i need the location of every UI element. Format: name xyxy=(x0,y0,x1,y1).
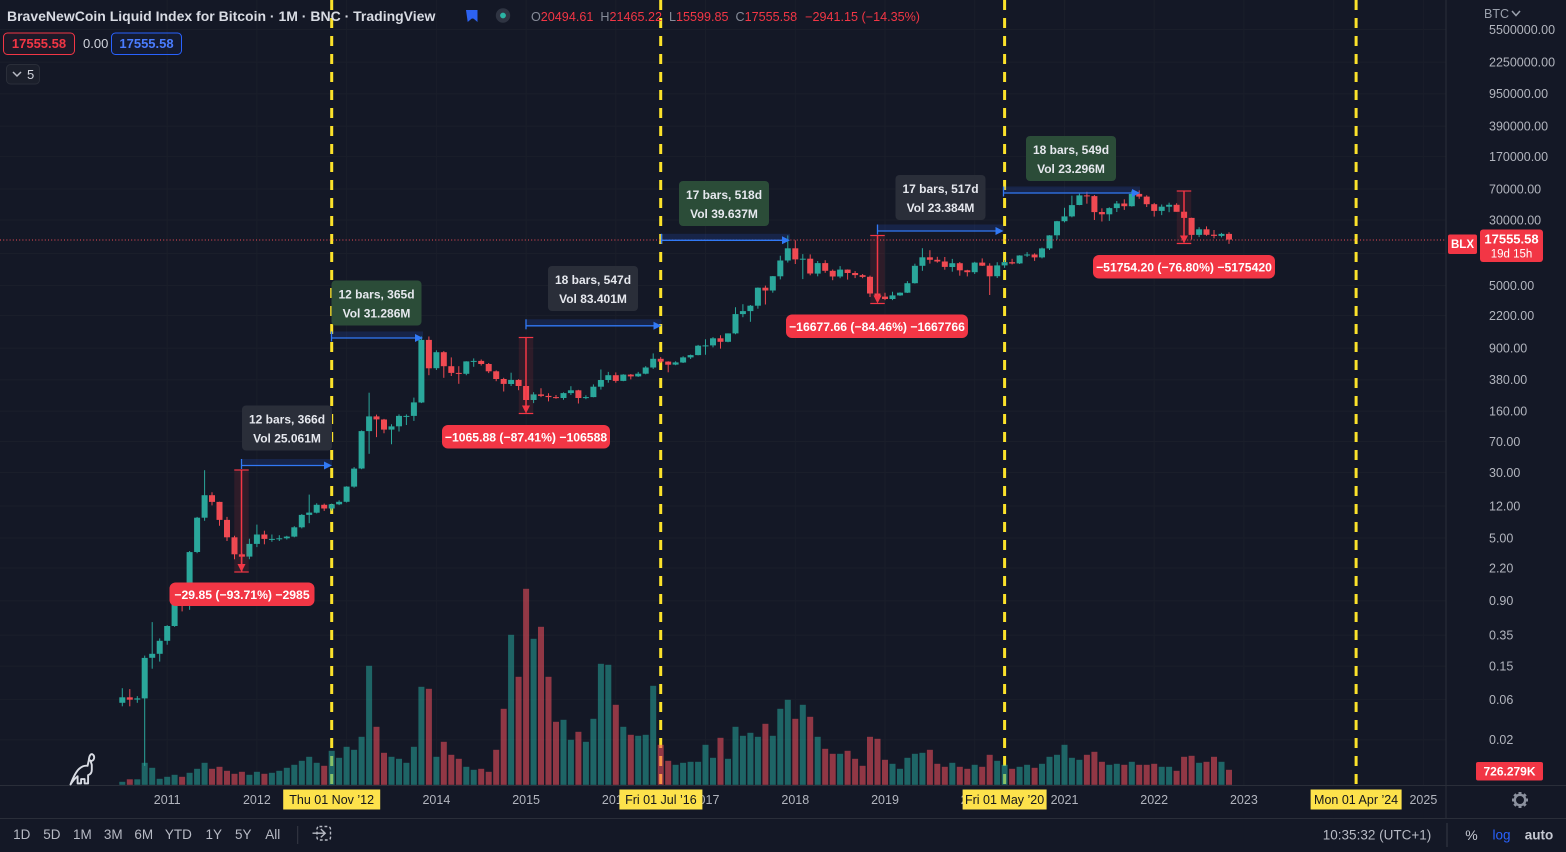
svg-text:2022: 2022 xyxy=(1140,793,1168,807)
svg-text:5500000.00: 5500000.00 xyxy=(1489,23,1555,37)
svg-text:auto: auto xyxy=(1525,828,1554,843)
svg-text:2200.00: 2200.00 xyxy=(1489,309,1534,323)
svg-text:2023: 2023 xyxy=(1230,793,1258,807)
svg-text:380.00: 380.00 xyxy=(1489,373,1527,387)
svg-text:Vol 83.401M: Vol 83.401M xyxy=(559,292,627,306)
svg-text:0.00: 0.00 xyxy=(83,36,108,51)
svg-text:70000.00: 70000.00 xyxy=(1489,182,1541,196)
svg-text:Thu 01 Nov ’12: Thu 01 Nov ’12 xyxy=(289,793,374,807)
svg-text:17555.58: 17555.58 xyxy=(12,36,66,51)
svg-text:Fri 01 May ’20: Fri 01 May ’20 xyxy=(965,793,1044,807)
svg-text:2011: 2011 xyxy=(154,793,181,807)
svg-text:0.90: 0.90 xyxy=(1489,594,1513,608)
svg-text:3M: 3M xyxy=(104,827,123,842)
svg-text:6M: 6M xyxy=(134,827,153,842)
svg-text:70.00: 70.00 xyxy=(1489,435,1520,449)
svg-text:17 bars, 517d: 17 bars, 517d xyxy=(902,182,978,196)
svg-text:All: All xyxy=(265,827,280,842)
svg-text:18 bars, 549d: 18 bars, 549d xyxy=(1033,143,1109,157)
svg-text:0.15: 0.15 xyxy=(1489,659,1513,673)
svg-text:0.06: 0.06 xyxy=(1489,693,1513,707)
svg-text:−16677.66 (−84.46%) −1667766: −16677.66 (−84.46%) −1667766 xyxy=(789,320,965,334)
svg-text:Mon 01 Apr ’24: Mon 01 Apr ’24 xyxy=(1314,793,1398,807)
svg-text:Vol 23.384M: Vol 23.384M xyxy=(907,201,975,215)
svg-text:−29.85 (−93.71%) −2985: −29.85 (−93.71%) −2985 xyxy=(174,588,309,602)
svg-text:Vol 25.061M: Vol 25.061M xyxy=(253,432,321,446)
svg-text:−51754.20 (−76.80%) −5175420: −51754.20 (−76.80%) −5175420 xyxy=(1096,261,1272,275)
svg-text:2014: 2014 xyxy=(422,793,450,807)
svg-text:726.279K: 726.279K xyxy=(1483,765,1535,779)
svg-text:2018: 2018 xyxy=(781,793,809,807)
svg-text:2025: 2025 xyxy=(1409,793,1437,807)
svg-text:30.00: 30.00 xyxy=(1489,466,1520,480)
svg-text:5Y: 5Y xyxy=(235,827,252,842)
svg-text:2019: 2019 xyxy=(871,793,899,807)
svg-text:Vol 31.286M: Vol 31.286M xyxy=(343,307,411,321)
svg-text:160.00: 160.00 xyxy=(1489,405,1527,419)
svg-text:170000.00: 170000.00 xyxy=(1489,150,1548,164)
svg-text:BTC: BTC xyxy=(1484,7,1509,21)
svg-text:5000.00: 5000.00 xyxy=(1489,279,1534,293)
svg-text:Vol 23.296M: Vol 23.296M xyxy=(1037,162,1105,176)
svg-text:0.02: 0.02 xyxy=(1489,733,1513,747)
svg-text:30000.00: 30000.00 xyxy=(1489,213,1541,227)
svg-text:19d 15h: 19d 15h xyxy=(1491,249,1533,261)
svg-text:12 bars, 366d: 12 bars, 366d xyxy=(249,413,325,427)
svg-text:950000.00: 950000.00 xyxy=(1489,87,1548,101)
svg-text:17 bars, 518d: 17 bars, 518d xyxy=(686,188,762,202)
svg-text:1D: 1D xyxy=(13,827,31,842)
svg-text:12.00: 12.00 xyxy=(1489,499,1520,513)
svg-text:5.00: 5.00 xyxy=(1489,531,1513,545)
svg-text:900.00: 900.00 xyxy=(1489,342,1527,356)
svg-text:2.20: 2.20 xyxy=(1489,561,1513,575)
svg-text:2015: 2015 xyxy=(512,793,540,807)
svg-text:18 bars, 547d: 18 bars, 547d xyxy=(555,273,631,287)
svg-text:2250000.00: 2250000.00 xyxy=(1489,56,1555,70)
svg-text:12 bars, 365d: 12 bars, 365d xyxy=(338,288,414,302)
svg-text:1Y: 1Y xyxy=(206,827,223,842)
svg-text:YTD: YTD xyxy=(165,827,192,842)
svg-text:17555.58: 17555.58 xyxy=(1484,232,1538,247)
svg-text:Fri 01 Jul ’16: Fri 01 Jul ’16 xyxy=(625,793,697,807)
svg-text:0.35: 0.35 xyxy=(1489,629,1513,643)
svg-text:BLX: BLX xyxy=(1451,239,1474,251)
svg-text:BraveNewCoin Liquid Index for: BraveNewCoin Liquid Index for Bitcoin · … xyxy=(7,8,435,24)
svg-text:1M: 1M xyxy=(73,827,92,842)
svg-text:2021: 2021 xyxy=(1051,793,1079,807)
svg-text:2012: 2012 xyxy=(243,793,271,807)
svg-text:5: 5 xyxy=(27,67,34,82)
svg-text:10:35:32 (UTC+1): 10:35:32 (UTC+1) xyxy=(1323,828,1431,843)
svg-text:390000.00: 390000.00 xyxy=(1489,120,1548,134)
svg-text:17555.58: 17555.58 xyxy=(119,36,173,51)
svg-text:5D: 5D xyxy=(43,827,61,842)
svg-text:%: % xyxy=(1465,827,1477,843)
svg-text:−1065.88 (−87.41%) −106588: −1065.88 (−87.41%) −106588 xyxy=(445,431,608,445)
svg-text:log: log xyxy=(1492,828,1510,843)
svg-text:Vol 39.637M: Vol 39.637M xyxy=(690,207,758,221)
